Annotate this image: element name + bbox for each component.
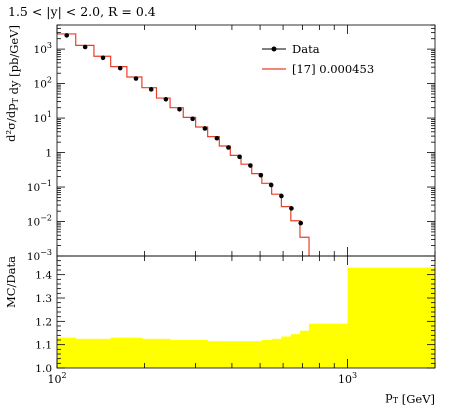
y-axis-label-top: d²σ/dpT dy [pb/GeV] <box>4 25 21 142</box>
ratio-band-bin <box>281 336 292 368</box>
data-point <box>237 154 242 160</box>
x-tick-label-exp: 2 <box>61 371 66 380</box>
x-tick-label-base: 10 <box>47 373 61 386</box>
x-tick-label-base: 10 <box>338 373 352 386</box>
data-point <box>226 145 231 150</box>
ratio-band-bin <box>251 341 263 368</box>
data-point <box>298 220 304 226</box>
y-tick-label: 103 <box>34 41 52 56</box>
ratio-band-bin <box>110 337 128 368</box>
legend-mc-label: [17] 0.000453 <box>292 62 374 76</box>
y-tick-label-exp: 1 <box>47 110 52 119</box>
y-tick-label: 10−2 <box>27 214 52 229</box>
ratio-band-bin <box>261 340 273 368</box>
ratio-tick-label: 1.0 <box>35 363 52 375</box>
ratio-band-bin <box>57 337 77 368</box>
ratio-band-bin <box>195 340 209 368</box>
y-axis-label-top-text: d²σ/dp <box>4 103 18 141</box>
ratio-tick-label: 1.3 <box>35 293 52 305</box>
data-point <box>289 206 294 211</box>
x-tick-label: 102 <box>47 371 66 386</box>
data-point <box>248 163 253 168</box>
ratio-band-group <box>57 267 435 368</box>
y-tick-label-base: 10 <box>34 79 47 91</box>
data-point <box>163 97 169 102</box>
ratio-band-bin <box>271 338 282 368</box>
data-point <box>258 172 264 178</box>
x-tick-label-exp: 3 <box>352 371 357 380</box>
data-point <box>268 182 274 188</box>
ratio-band-bin <box>93 338 112 368</box>
x-tick-label: 103 <box>338 371 357 386</box>
ratio-band-bin <box>290 334 301 368</box>
y-axis-label-bottom: MC/Data <box>4 256 18 308</box>
data-point <box>279 193 284 199</box>
data-point <box>202 126 208 131</box>
data-point <box>133 76 139 81</box>
data-point <box>117 65 123 71</box>
x-axis-label-subscript: T <box>393 396 399 405</box>
ratio-band-bin <box>170 340 184 368</box>
x-axis-label-text: p <box>385 389 392 403</box>
y-tick-label-exp: −2 <box>40 214 52 223</box>
data-point <box>148 87 154 92</box>
data-point <box>214 135 220 141</box>
y-tick-label-base: 10 <box>27 251 40 263</box>
ratio-tick-label: 1.4 <box>35 270 52 282</box>
data-point <box>177 106 182 112</box>
y-tick-label-exp: 2 <box>47 76 52 85</box>
y-tick-label-base: 10 <box>27 182 40 194</box>
legend-data-label: Data <box>292 42 320 56</box>
top-plot-group <box>57 33 310 256</box>
ratio-band-bin <box>241 341 253 368</box>
y-tick-label: 102 <box>34 76 52 91</box>
data-point <box>64 33 70 38</box>
legend-data-marker <box>271 46 277 52</box>
data-point <box>100 55 106 61</box>
y-tick-label-base: 10 <box>34 44 47 56</box>
y-tick-label-base: 10 <box>27 217 40 229</box>
ratio-tick-label: 1.2 <box>35 316 52 328</box>
ratio-tick-label: 1.1 <box>35 340 52 352</box>
y-axis-label-top-subscript: T <box>11 97 20 103</box>
ratio-band-bin <box>347 267 435 368</box>
ratio-band-bin <box>183 340 197 368</box>
ratio-band-bin <box>207 341 220 368</box>
ratio-band-bin <box>309 323 349 368</box>
ratio-band-bin <box>141 338 157 368</box>
ratio-band-bin <box>126 337 143 368</box>
top-panel-frame <box>56 24 436 257</box>
ratio-band-bin <box>219 341 231 368</box>
data-point <box>190 116 195 122</box>
y-tick-label: 10−3 <box>27 248 52 263</box>
ratio-band-bin <box>75 338 95 368</box>
y-tick-label: 10−1 <box>27 179 52 194</box>
data-point <box>82 44 88 50</box>
mc-step-line <box>57 33 310 256</box>
y-tick-label: 1 <box>45 148 52 160</box>
y-tick-label-exp: 3 <box>47 41 52 50</box>
y-axis-label-top-text: dy [pb/GeV] <box>7 25 21 98</box>
y-tick-label-base: 1 <box>45 148 52 160</box>
x-axis-label: pT [GeV] <box>385 389 435 406</box>
y-tick-label-exp: −1 <box>40 179 52 188</box>
ratio-band-bin <box>230 341 242 368</box>
ratio-band-bin <box>299 330 310 368</box>
y-tick-label: 101 <box>34 110 52 125</box>
x-axis-label-text: [GeV] <box>398 392 435 406</box>
ratio-band-bin <box>156 338 171 368</box>
y-tick-label-base: 10 <box>34 113 47 125</box>
y-tick-label-exp: −3 <box>40 248 52 257</box>
plot-title: 1.5 < |y| < 2.0, R = 0.4 <box>8 4 156 19</box>
